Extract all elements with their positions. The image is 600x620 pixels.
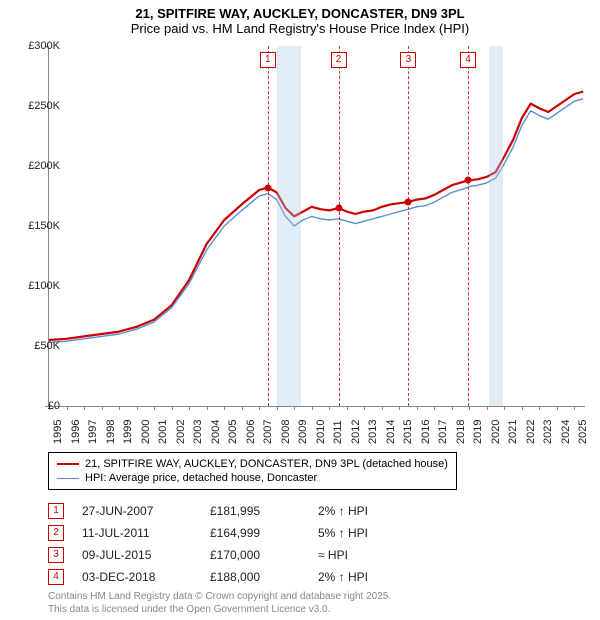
transaction-price: £181,995 bbox=[210, 504, 300, 518]
transaction-vs-hpi: ≈ HPI bbox=[318, 548, 408, 562]
event-marker-box: 2 bbox=[331, 52, 347, 68]
transaction-date: 09-JUL-2015 bbox=[82, 548, 192, 562]
x-tick-label: 1999 bbox=[122, 420, 134, 444]
transaction-marker-box: 4 bbox=[48, 569, 64, 585]
title-subtitle: Price paid vs. HM Land Registry's House … bbox=[0, 21, 600, 36]
x-tick-label: 2006 bbox=[245, 420, 257, 444]
recession-shade bbox=[489, 46, 503, 406]
legend-label: HPI: Average price, detached house, Donc… bbox=[85, 472, 317, 484]
event-vline bbox=[408, 46, 409, 406]
x-tick-label: 2007 bbox=[262, 420, 274, 444]
transaction-row: 2 11-JUL-2011 £164,999 5% ↑ HPI bbox=[48, 522, 408, 544]
transaction-price: £164,999 bbox=[210, 526, 300, 540]
x-tick-label: 2023 bbox=[542, 420, 554, 444]
x-tick-label: 2022 bbox=[525, 420, 537, 444]
chart-plot-area: 1 2 3 4 bbox=[48, 46, 585, 407]
legend-swatch bbox=[57, 463, 79, 465]
transaction-vs-hpi: 5% ↑ HPI bbox=[318, 526, 408, 540]
transaction-date: 11-JUL-2011 bbox=[82, 526, 192, 540]
x-tick-label: 2008 bbox=[280, 420, 292, 444]
x-tick-label: 2001 bbox=[157, 420, 169, 444]
sale-dot bbox=[335, 205, 342, 212]
y-tick-label: £300K bbox=[18, 40, 60, 52]
x-tick-label: 2004 bbox=[210, 420, 222, 444]
sale-dot bbox=[464, 177, 471, 184]
transaction-price: £188,000 bbox=[210, 570, 300, 584]
x-tick-label: 1996 bbox=[70, 420, 82, 444]
footer-line2: This data is licensed under the Open Gov… bbox=[48, 603, 391, 616]
title-block: 21, SPITFIRE WAY, AUCKLEY, DONCASTER, DN… bbox=[0, 0, 600, 36]
footer-line1: Contains HM Land Registry data © Crown c… bbox=[48, 590, 391, 603]
event-vline bbox=[339, 46, 340, 406]
x-tick-label: 2018 bbox=[455, 420, 467, 444]
chart-container: 21, SPITFIRE WAY, AUCKLEY, DONCASTER, DN… bbox=[0, 0, 600, 620]
x-tick-label: 1997 bbox=[87, 420, 99, 444]
transaction-marker-box: 2 bbox=[48, 525, 64, 541]
event-vline bbox=[468, 46, 469, 406]
y-tick-label: £100K bbox=[18, 280, 60, 292]
footer-attribution: Contains HM Land Registry data © Crown c… bbox=[48, 590, 391, 616]
x-tick-label: 2025 bbox=[577, 420, 589, 444]
event-marker-box: 3 bbox=[400, 52, 416, 68]
x-tick-label: 2003 bbox=[192, 420, 204, 444]
x-tick-label: 2024 bbox=[560, 420, 572, 444]
title-address: 21, SPITFIRE WAY, AUCKLEY, DONCASTER, DN… bbox=[0, 6, 600, 21]
sale-dot bbox=[264, 184, 271, 191]
transaction-date: 03-DEC-2018 bbox=[82, 570, 192, 584]
x-tick-label: 2020 bbox=[490, 420, 502, 444]
legend-row: HPI: Average price, detached house, Donc… bbox=[57, 471, 448, 485]
recession-shade bbox=[277, 46, 302, 406]
event-marker-box: 1 bbox=[260, 52, 276, 68]
transactions-table: 1 27-JUN-2007 £181,995 2% ↑ HPI 2 11-JUL-2011… bbox=[48, 500, 408, 588]
x-tick-label: 2009 bbox=[297, 420, 309, 444]
series-line-hpi bbox=[49, 99, 583, 343]
x-tick-label: 2016 bbox=[420, 420, 432, 444]
y-tick-label: £150K bbox=[18, 220, 60, 232]
y-tick-label: £0 bbox=[18, 400, 60, 412]
transaction-row: 3 09-JUL-2015 £170,000 ≈ HPI bbox=[48, 544, 408, 566]
x-tick-label: 1998 bbox=[105, 420, 117, 444]
transaction-vs-hpi: 2% ↑ HPI bbox=[318, 570, 408, 584]
event-marker-box: 4 bbox=[460, 52, 476, 68]
x-tick-label: 2000 bbox=[140, 420, 152, 444]
transaction-row: 4 03-DEC-2018 £188,000 2% ↑ HPI bbox=[48, 566, 408, 588]
x-tick-label: 2017 bbox=[437, 420, 449, 444]
event-vline bbox=[268, 46, 269, 406]
x-tick-label: 2021 bbox=[507, 420, 519, 444]
transaction-date: 27-JUN-2007 bbox=[82, 504, 192, 518]
x-tick-label: 2012 bbox=[350, 420, 362, 444]
x-tick-label: 2010 bbox=[315, 420, 327, 444]
legend-swatch bbox=[57, 478, 79, 479]
x-tick-label: 2013 bbox=[367, 420, 379, 444]
x-tick-label: 2019 bbox=[472, 420, 484, 444]
y-tick-label: £200K bbox=[18, 160, 60, 172]
chart-svg bbox=[49, 46, 585, 406]
series-line-price_paid bbox=[49, 92, 583, 340]
legend-label: 21, SPITFIRE WAY, AUCKLEY, DONCASTER, DN… bbox=[85, 458, 448, 470]
transaction-vs-hpi: 2% ↑ HPI bbox=[318, 504, 408, 518]
x-tick-label: 2002 bbox=[175, 420, 187, 444]
x-tick-label: 1995 bbox=[52, 420, 64, 444]
x-tick-label: 2005 bbox=[227, 420, 239, 444]
x-tick-label: 2014 bbox=[385, 420, 397, 444]
sale-dot bbox=[405, 199, 412, 206]
legend-box: 21, SPITFIRE WAY, AUCKLEY, DONCASTER, DN… bbox=[48, 452, 457, 490]
transaction-price: £170,000 bbox=[210, 548, 300, 562]
legend-row: 21, SPITFIRE WAY, AUCKLEY, DONCASTER, DN… bbox=[57, 457, 448, 471]
transaction-row: 1 27-JUN-2007 £181,995 2% ↑ HPI bbox=[48, 500, 408, 522]
transaction-marker-box: 1 bbox=[48, 503, 64, 519]
y-tick-label: £250K bbox=[18, 100, 60, 112]
y-tick-label: £50K bbox=[18, 340, 60, 352]
x-tick-label: 2011 bbox=[332, 420, 344, 444]
transaction-marker-box: 3 bbox=[48, 547, 64, 563]
x-tick-label: 2015 bbox=[402, 420, 414, 444]
